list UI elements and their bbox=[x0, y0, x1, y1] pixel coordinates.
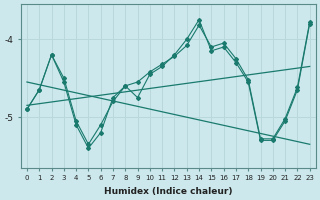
X-axis label: Humidex (Indice chaleur): Humidex (Indice chaleur) bbox=[104, 187, 233, 196]
